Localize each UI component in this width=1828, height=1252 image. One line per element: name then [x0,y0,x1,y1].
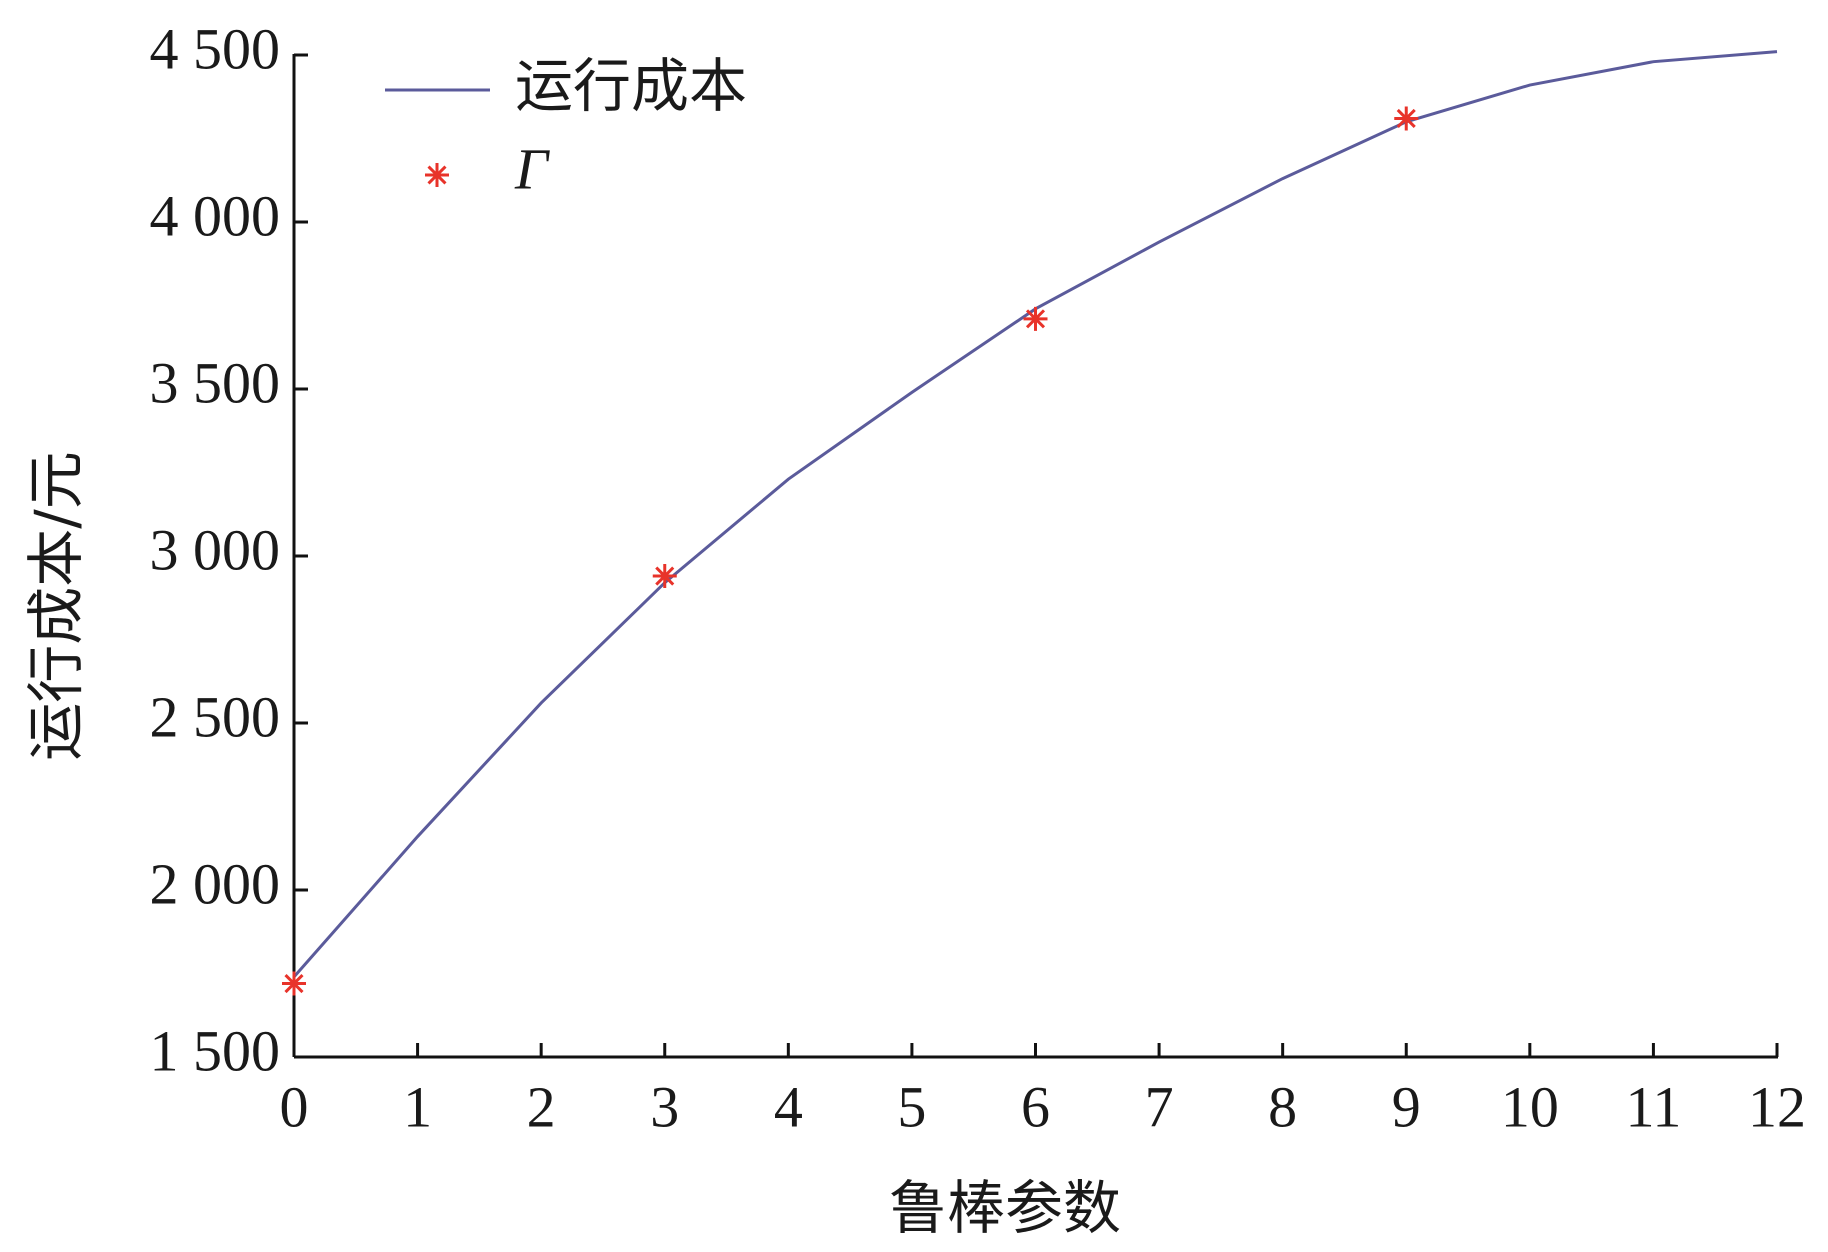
x-axis-title: 鲁棒参数 [889,1174,1121,1242]
x-tick-label: 4 [774,1074,803,1139]
marker [282,971,306,996]
marker [1394,106,1419,131]
x-tick-label: 1 [403,1074,432,1139]
y-tick-label: 1 500 [150,1018,281,1083]
x-tick-label: 9 [1392,1074,1421,1139]
legend-label: Γ [514,136,550,201]
x-tick-label: 8 [1268,1074,1297,1139]
x-tick-label: 3 [650,1074,679,1139]
x-tick-label: 12 [1748,1074,1806,1139]
x-tick-label: 0 [280,1074,309,1139]
y-tick-label: 4 000 [150,183,281,248]
legend-label: 运行成本 [515,52,747,120]
x-tick-label: 10 [1501,1074,1559,1139]
y-tick-label: 3 500 [150,350,281,415]
y-tick-label: 2 500 [150,684,281,749]
x-tick-label: 6 [1021,1074,1050,1139]
marker [652,564,677,589]
y-axis-title: 运行成本/元 [22,451,90,761]
x-tick-label: 2 [527,1074,556,1139]
y-tick-label: 2 000 [150,851,281,916]
marker [1023,306,1048,331]
x-tick-label: 5 [897,1074,926,1139]
x-tick-label: 11 [1625,1074,1681,1139]
y-tick-label: 4 500 [150,16,281,81]
legend-marker [425,163,449,187]
x-tick-label: 7 [1145,1074,1174,1139]
y-tick-label: 3 000 [150,517,281,582]
